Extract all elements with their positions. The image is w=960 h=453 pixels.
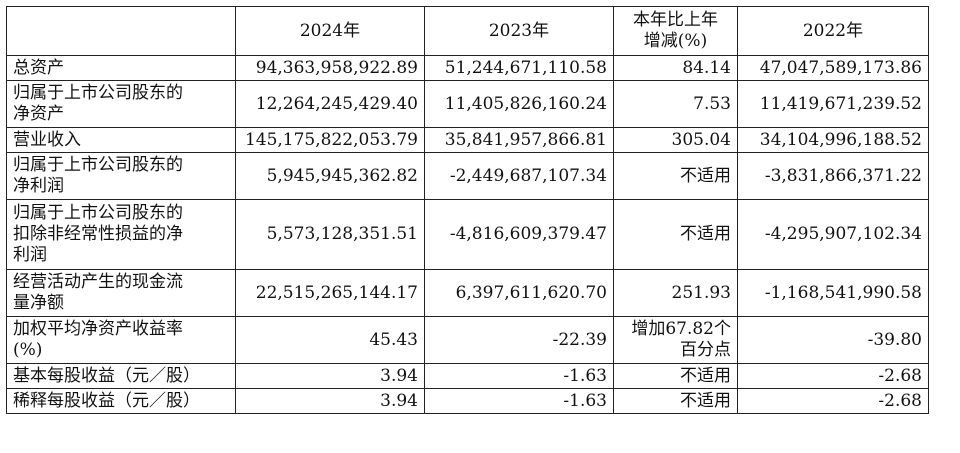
value-2024: 45.43 [235, 316, 425, 364]
row-label: 归属于上市公司股东的 净资产 [6, 80, 236, 128]
value-2023: -22.39 [424, 316, 614, 364]
value-2023: -2,449,687,107.34 [424, 152, 614, 200]
value-2023: 11,405,826,160.24 [424, 80, 614, 128]
value-2022: -2.68 [737, 363, 929, 389]
value-change: 7.53 [613, 80, 738, 128]
value-2023: 6,397,611,620.70 [424, 269, 614, 317]
value-change: 不适用 [613, 363, 738, 389]
table-row: 归属于上市公司股东的 净利润 5,945,945,362.82 -2,449,687… [6, 152, 929, 200]
header-label-cell [6, 6, 236, 56]
value-2022: 34,104,996,188.52 [737, 127, 929, 153]
value-2023: 35,841,957,866.81 [424, 127, 614, 153]
value-2024: 5,573,128,351.51 [235, 199, 425, 270]
table-row: 归属于上市公司股东的 扣除非经常性损益的净 利润 5,573,128,351.51… [6, 199, 929, 270]
row-label: 稀释每股收益（元／股） [6, 388, 236, 414]
value-2022: -39.80 [737, 316, 929, 364]
header-2022: 2022年 [737, 6, 929, 56]
value-change: 不适用 [613, 152, 738, 200]
row-label: 加权平均净资产收益率 (%) [6, 316, 236, 364]
value-2023: 51,244,671,110.58 [424, 55, 614, 81]
value-2022: -1,168,541,990.58 [737, 269, 929, 317]
row-label: 总资产 [6, 55, 236, 81]
value-change: 305.04 [613, 127, 738, 153]
row-label: 归属于上市公司股东的 扣除非经常性损益的净 利润 [6, 199, 236, 270]
value-2022: 47,047,589,173.86 [737, 55, 929, 81]
value-change: 增加67.82个 百分点 [613, 316, 738, 364]
value-2022: -3,831,866,371.22 [737, 152, 929, 200]
value-2023: -4,816,609,379.47 [424, 199, 614, 270]
value-2024: 12,264,245,429.40 [235, 80, 425, 128]
value-2022: -4,295,907,102.34 [737, 199, 929, 270]
table-row: 总资产 94,363,958,922.89 51,244,671,110.58 84.… [6, 55, 929, 81]
table-row: 营业收入 145,175,822,053.79 35,841,957,866.81 3… [6, 127, 929, 153]
table-row: 加权平均净资产收益率 (%) 45.43 -22.39 增加67.82个 百分点 -39… [6, 316, 929, 364]
row-label: 归属于上市公司股东的 净利润 [6, 152, 236, 200]
value-change: 251.93 [613, 269, 738, 317]
value-change: 84.14 [613, 55, 738, 81]
table-row: 经营活动产生的现金流 量净额 22,515,265,144.17 6,397,611… [6, 269, 929, 317]
value-2024: 94,363,958,922.89 [235, 55, 425, 81]
value-change: 不适用 [613, 199, 738, 270]
header-2024: 2024年 [235, 6, 425, 56]
row-label: 经营活动产生的现金流 量净额 [6, 269, 236, 317]
value-2022: -2.68 [737, 388, 929, 414]
row-label: 基本每股收益（元／股） [6, 363, 236, 389]
value-2022: 11,419,671,239.52 [737, 80, 929, 128]
value-2024: 5,945,945,362.82 [235, 152, 425, 200]
value-2024: 22,515,265,144.17 [235, 269, 425, 317]
financial-summary-table: 2024年 2023年 本年比上年 增减(%) 2022年 总资产 94,363,… [6, 6, 929, 414]
value-2024: 145,175,822,053.79 [235, 127, 425, 153]
table-row: 归属于上市公司股东的 净资产 12,264,245,429.40 11,405,82… [6, 80, 929, 128]
header-change: 本年比上年 增减(%) [613, 6, 738, 56]
value-2024: 3.94 [235, 363, 425, 389]
header-row: 2024年 2023年 本年比上年 增减(%) 2022年 [6, 6, 929, 56]
value-2024: 3.94 [235, 388, 425, 414]
table-row: 稀释每股收益（元／股） 3.94 -1.63 不适用 -2.68 [6, 388, 929, 414]
header-2023: 2023年 [424, 6, 614, 56]
table-row: 基本每股收益（元／股） 3.94 -1.63 不适用 -2.68 [6, 363, 929, 389]
value-change: 不适用 [613, 388, 738, 414]
value-2023: -1.63 [424, 363, 614, 389]
value-2023: -1.63 [424, 388, 614, 414]
row-label: 营业收入 [6, 127, 236, 153]
